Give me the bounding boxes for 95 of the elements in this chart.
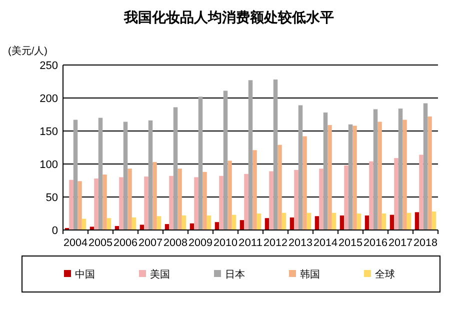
bar <box>228 160 232 230</box>
bar <box>148 120 153 230</box>
bar <box>390 214 394 230</box>
bar <box>152 162 157 230</box>
x-tick-label: 2009 <box>188 237 213 249</box>
bar <box>202 172 207 230</box>
bar <box>198 96 203 230</box>
bar <box>273 80 278 230</box>
bar <box>298 105 303 230</box>
bar <box>406 212 412 230</box>
y-tick-label: 100 <box>40 159 58 171</box>
bar <box>223 90 228 230</box>
title: 我国化妆品人均消费额处较低水平 <box>124 9 334 25</box>
bar <box>244 174 248 230</box>
bar <box>98 118 103 230</box>
y-tick-label: 150 <box>40 126 58 138</box>
bar <box>128 168 132 230</box>
bar <box>402 120 407 230</box>
bar <box>106 218 112 230</box>
bar <box>278 144 282 230</box>
bar <box>423 103 428 230</box>
bar <box>432 212 436 230</box>
x-tick-label: 2010 <box>214 237 238 249</box>
legend-label: 韩国 <box>300 268 320 280</box>
x-tick-label: 2012 <box>264 237 288 249</box>
bar <box>414 212 420 230</box>
bar <box>290 217 294 230</box>
bar <box>178 168 182 230</box>
x-tick-label: 2008 <box>164 237 188 249</box>
bar <box>256 214 262 230</box>
x-tick-label: 2015 <box>338 237 363 249</box>
y-tick-label: 0 <box>52 225 58 237</box>
legend-label: 日本 <box>225 268 245 280</box>
bar <box>194 177 198 230</box>
bar <box>73 120 78 230</box>
bar <box>323 112 328 230</box>
x-tick-label: 2005 <box>88 237 113 249</box>
bar <box>378 122 382 230</box>
bar <box>269 171 274 230</box>
bar <box>78 181 82 230</box>
bar <box>382 214 386 230</box>
bar <box>282 212 286 230</box>
legend-label: 全球 <box>375 268 395 280</box>
bar <box>94 178 98 230</box>
bar <box>314 216 320 230</box>
bar <box>352 126 357 230</box>
bar <box>173 107 178 230</box>
bar <box>364 215 370 230</box>
bar <box>182 215 186 230</box>
bar <box>332 212 336 230</box>
bar <box>119 177 124 230</box>
bar <box>398 108 403 230</box>
bar <box>132 217 136 230</box>
x-tick-label: 2013 <box>288 237 313 249</box>
legend-label: 中国 <box>75 268 95 280</box>
bar <box>319 168 324 230</box>
ylabel: (美元/人) <box>8 46 48 57</box>
bar <box>219 176 224 230</box>
x-tick-label: 2016 <box>364 237 388 249</box>
x-tick-label: 2007 <box>138 237 163 249</box>
bar <box>344 165 348 230</box>
bar <box>264 218 270 230</box>
bar <box>394 158 398 230</box>
y-tick-label: 250 <box>40 60 58 72</box>
bar <box>123 122 128 230</box>
legend-label: 美国 <box>150 268 170 280</box>
bar <box>302 136 307 230</box>
bar <box>156 216 162 230</box>
bar <box>328 125 332 230</box>
bar <box>69 180 74 230</box>
bar <box>369 161 374 230</box>
bar <box>348 124 353 230</box>
bar <box>206 215 212 230</box>
bar <box>373 109 378 230</box>
bar <box>240 220 244 230</box>
bar <box>428 116 432 230</box>
bar <box>169 176 174 230</box>
bar <box>294 170 298 230</box>
bar <box>232 214 236 230</box>
y-tick-label: 50 <box>46 192 58 204</box>
bar <box>102 174 107 230</box>
bar <box>248 80 253 230</box>
bar <box>144 176 148 230</box>
bar <box>356 214 362 230</box>
x-tick-label: 2018 <box>414 237 438 249</box>
y-tick-label: 200 <box>40 93 58 105</box>
bar <box>252 150 257 230</box>
x-tick-label: 2017 <box>388 237 413 249</box>
x-tick-label: 2011 <box>238 237 263 249</box>
x-tick-label: 2014 <box>314 237 338 249</box>
bar <box>306 212 312 230</box>
bar <box>340 215 344 230</box>
x-tick-label: 2004 <box>64 237 88 249</box>
x-tick-label: 2006 <box>114 237 138 249</box>
bar <box>419 154 424 230</box>
